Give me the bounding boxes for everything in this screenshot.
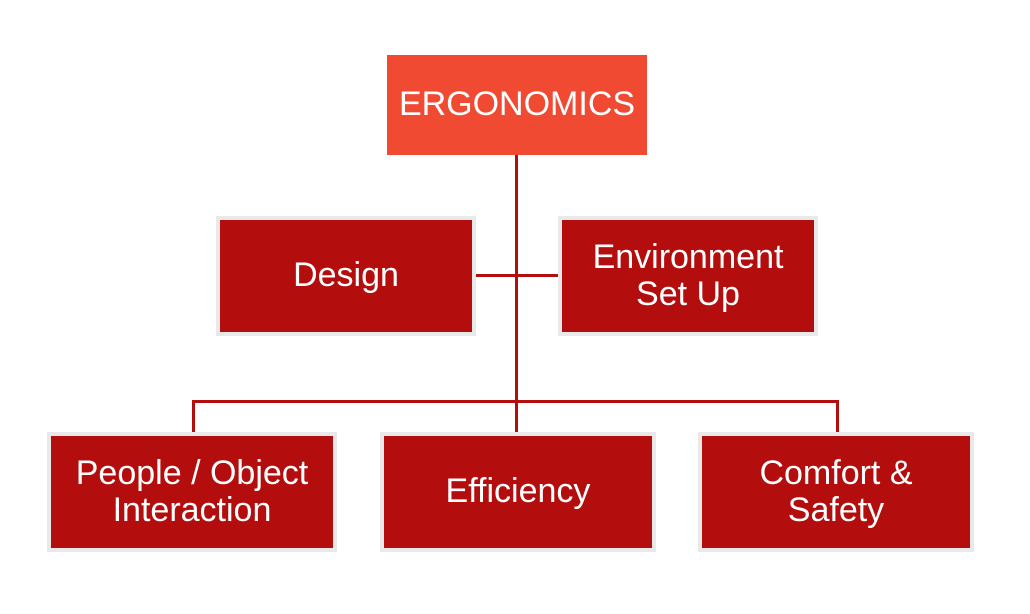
node-efficiency: Efficiency [380,432,656,552]
node-environment-label: Environment Set Up [576,239,800,314]
connector-line [192,400,195,434]
connector-line [515,155,518,432]
node-environment-set-up: Environment Set Up [558,216,818,336]
connector-line [192,400,839,403]
connector-line [836,400,839,434]
connector-line [517,274,558,277]
node-people-object-interaction: People / Object Interaction [47,432,337,552]
node-efficiency-label: Efficiency [446,473,591,510]
root-node-ergonomics: ERGONOMICS [387,55,647,155]
root-node-label: ERGONOMICS [399,86,635,123]
node-people-label: People / Object Interaction [65,455,319,530]
connector-line [476,274,517,277]
node-comfort-safety: Comfort & Safety [698,432,974,552]
node-comfort-label: Comfort & Safety [716,455,956,530]
node-design: Design [216,216,476,336]
node-design-label: Design [293,257,399,294]
